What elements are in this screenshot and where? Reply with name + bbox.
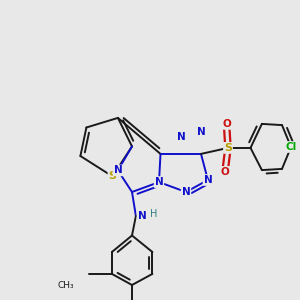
Text: S: S — [109, 171, 116, 182]
Text: N: N — [154, 177, 164, 187]
Text: N: N — [137, 211, 146, 221]
Text: Cl: Cl — [285, 142, 297, 152]
Text: N: N — [182, 187, 190, 197]
Text: N: N — [196, 127, 206, 137]
Text: N: N — [113, 165, 122, 176]
Text: N: N — [177, 131, 186, 142]
Text: CH₃: CH₃ — [58, 280, 74, 290]
Text: H: H — [150, 208, 157, 219]
Text: O: O — [222, 119, 231, 129]
Text: O: O — [220, 167, 230, 177]
Text: N: N — [203, 175, 212, 185]
Text: S: S — [224, 143, 232, 153]
